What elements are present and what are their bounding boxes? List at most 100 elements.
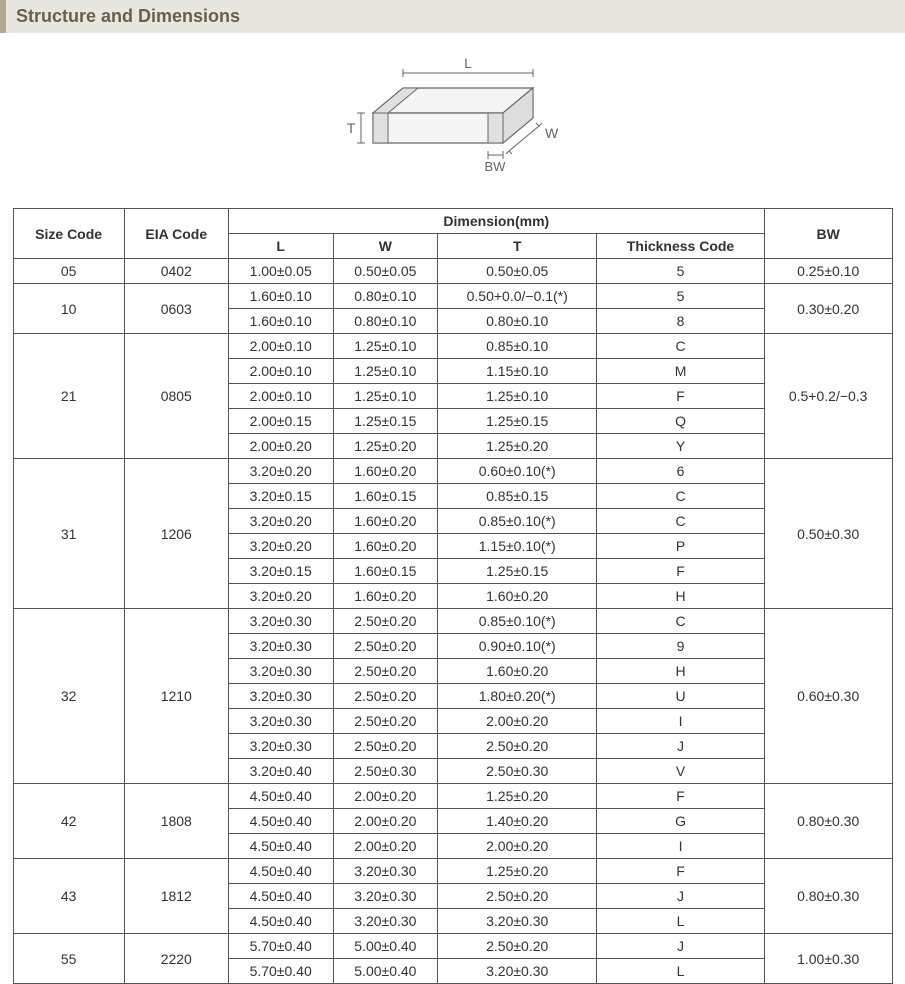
col-size-code: Size Code	[13, 209, 124, 259]
cell-eia-code: 1812	[124, 859, 228, 934]
cell-tc: J	[597, 934, 765, 959]
cell-W: 5.00±0.40	[333, 934, 438, 959]
cell-tc: C	[597, 609, 765, 634]
cell-bw: 0.50±0.30	[764, 459, 892, 609]
cell-L: 3.20±0.40	[228, 759, 333, 784]
cell-L: 3.20±0.30	[228, 709, 333, 734]
table-header: Size Code EIA Code Dimension(mm) BW L W …	[13, 209, 892, 259]
cell-L: 3.20±0.20	[228, 459, 333, 484]
table-row: 3212103.20±0.302.50±0.200.85±0.10(*)C0.6…	[13, 609, 892, 634]
cell-size-code: 21	[13, 334, 124, 459]
cell-L: 3.20±0.20	[228, 584, 333, 609]
cell-T: 1.25±0.20	[438, 784, 597, 809]
cell-tc: Q	[597, 409, 765, 434]
cell-size-code: 42	[13, 784, 124, 859]
cell-W: 2.50±0.20	[333, 684, 438, 709]
cell-tc: 5	[597, 284, 765, 309]
cell-W: 1.60±0.20	[333, 584, 438, 609]
cell-W: 0.80±0.10	[333, 284, 438, 309]
cell-tc: I	[597, 709, 765, 734]
cell-L: 3.20±0.30	[228, 609, 333, 634]
cell-T: 0.85±0.10	[438, 334, 597, 359]
cell-tc: M	[597, 359, 765, 384]
cell-L: 4.50±0.40	[228, 859, 333, 884]
cell-size-code: 55	[13, 934, 124, 984]
cell-L: 3.20±0.30	[228, 634, 333, 659]
cell-W: 2.50±0.20	[333, 709, 438, 734]
cell-eia-code: 0603	[124, 284, 228, 334]
table-row: 4218084.50±0.402.00±0.201.25±0.20F0.80±0…	[13, 784, 892, 809]
cell-bw: 1.00±0.30	[764, 934, 892, 984]
cell-L: 3.20±0.15	[228, 484, 333, 509]
diagram-label-T: T	[346, 120, 355, 136]
cell-L: 4.50±0.40	[228, 809, 333, 834]
chip-diagram-svg: L T W BW	[323, 43, 583, 193]
col-dimension: Dimension(mm)	[228, 209, 764, 234]
cell-bw: 0.80±0.30	[764, 784, 892, 859]
cell-T: 3.20±0.30	[438, 959, 597, 984]
dimensions-table: Size Code EIA Code Dimension(mm) BW L W …	[13, 208, 893, 984]
cell-W: 1.60±0.15	[333, 559, 438, 584]
dimension-diagram: L T W BW	[0, 37, 905, 208]
cell-tc: C	[597, 484, 765, 509]
cell-tc: H	[597, 584, 765, 609]
cell-T: 0.85±0.15	[438, 484, 597, 509]
cell-T: 2.00±0.20	[438, 709, 597, 734]
table-row: 1006031.60±0.100.80±0.100.50+0.0/−0.1(*)…	[13, 284, 892, 309]
cell-L: 3.20±0.30	[228, 684, 333, 709]
cell-L: 3.20±0.15	[228, 559, 333, 584]
cell-T: 1.15±0.10(*)	[438, 534, 597, 559]
cell-L: 2.00±0.10	[228, 359, 333, 384]
cell-L: 3.20±0.20	[228, 534, 333, 559]
cell-tc: 8	[597, 309, 765, 334]
cell-L: 3.20±0.30	[228, 734, 333, 759]
cell-T: 0.85±0.10(*)	[438, 609, 597, 634]
cell-T: 0.90±0.10(*)	[438, 634, 597, 659]
col-thickness-code: Thickness Code	[597, 234, 765, 259]
cell-tc: C	[597, 334, 765, 359]
cell-L: 2.00±0.15	[228, 409, 333, 434]
cell-T: 1.25±0.20	[438, 859, 597, 884]
cell-eia-code: 1210	[124, 609, 228, 784]
table-row: 0504021.00±0.050.50±0.050.50±0.0550.25±0…	[13, 259, 892, 284]
cell-tc: 5	[597, 259, 765, 284]
table-row: 4318124.50±0.403.20±0.301.25±0.20F0.80±0…	[13, 859, 892, 884]
cell-L: 1.60±0.10	[228, 309, 333, 334]
cell-W: 1.25±0.15	[333, 409, 438, 434]
cell-tc: F	[597, 384, 765, 409]
cell-T: 1.40±0.20	[438, 809, 597, 834]
cell-size-code: 43	[13, 859, 124, 934]
table-row: 5522205.70±0.405.00±0.402.50±0.20J1.00±0…	[13, 934, 892, 959]
cell-bw: 0.25±0.10	[764, 259, 892, 284]
cell-T: 0.85±0.10(*)	[438, 509, 597, 534]
cell-tc: I	[597, 834, 765, 859]
col-W: W	[333, 234, 438, 259]
cell-W: 1.25±0.20	[333, 434, 438, 459]
cell-tc: J	[597, 734, 765, 759]
cell-T: 1.60±0.20	[438, 659, 597, 684]
cell-tc: V	[597, 759, 765, 784]
cell-tc: F	[597, 559, 765, 584]
table-row: 3112063.20±0.201.60±0.200.60±0.10(*)60.5…	[13, 459, 892, 484]
cell-tc: F	[597, 784, 765, 809]
section-title: Structure and Dimensions	[0, 0, 905, 33]
cell-W: 1.25±0.10	[333, 384, 438, 409]
cell-T: 2.50±0.20	[438, 934, 597, 959]
cell-W: 1.60±0.20	[333, 509, 438, 534]
cell-T: 0.50+0.0/−0.1(*)	[438, 284, 597, 309]
col-eia-code: EIA Code	[124, 209, 228, 259]
cell-tc: 9	[597, 634, 765, 659]
cell-W: 1.60±0.15	[333, 484, 438, 509]
cell-W: 2.00±0.20	[333, 834, 438, 859]
cell-T: 1.80±0.20(*)	[438, 684, 597, 709]
cell-tc: U	[597, 684, 765, 709]
cell-bw: 0.5+0.2/−0.3	[764, 334, 892, 459]
cell-W: 1.25±0.10	[333, 334, 438, 359]
cell-W: 0.50±0.05	[333, 259, 438, 284]
cell-tc: 6	[597, 459, 765, 484]
cell-bw: 0.80±0.30	[764, 859, 892, 934]
cell-T: 0.50±0.05	[438, 259, 597, 284]
cell-W: 3.20±0.30	[333, 909, 438, 934]
cell-tc: Y	[597, 434, 765, 459]
cell-size-code: 05	[13, 259, 124, 284]
